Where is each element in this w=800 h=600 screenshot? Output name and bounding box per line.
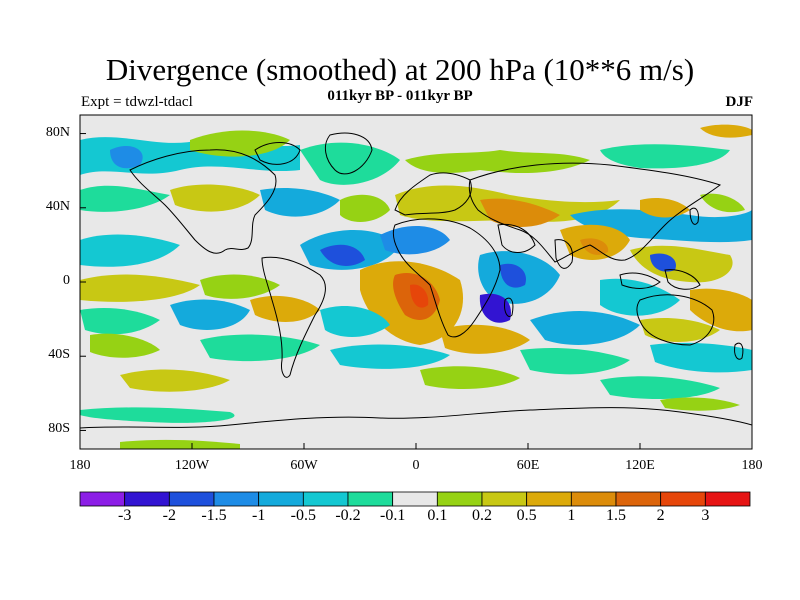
colorbar-box xyxy=(213,491,260,507)
colorbar-box xyxy=(526,491,572,507)
lon-tick-label: 60W xyxy=(290,458,318,473)
lat-tick-label: 80N xyxy=(45,124,70,140)
colorbar-label: 0.1 xyxy=(427,507,448,524)
colorbar-label: 2 xyxy=(656,507,665,524)
colorbar-label: -2 xyxy=(162,507,176,524)
colorbar-box xyxy=(302,491,349,507)
colorbar-label: -3 xyxy=(117,507,132,524)
colorbar-box xyxy=(392,491,438,507)
divergence-field xyxy=(80,124,752,449)
lon-tick-label: 0 xyxy=(412,458,420,473)
lat-tick-label: 40S xyxy=(48,347,70,363)
colorbar-box xyxy=(124,491,170,507)
colorbar-box xyxy=(570,491,617,507)
colorbar-label: -1 xyxy=(251,507,266,524)
colorbar-label: -0.5 xyxy=(290,507,316,524)
colorbar-label: -0.2 xyxy=(335,507,361,524)
map-ticks xyxy=(79,133,753,449)
colorbar-box xyxy=(436,491,483,507)
colorbar-box xyxy=(704,491,751,507)
colorbar-box xyxy=(660,491,706,507)
colorbar-box xyxy=(481,491,528,507)
coastlines xyxy=(80,132,752,429)
lat-tick-label: 40N xyxy=(45,198,70,214)
colorbar-label: 1 xyxy=(567,507,576,524)
colorbar-boxes xyxy=(79,491,751,507)
map-title: Divergence (smoothed) at 200 hPa (10**6 … xyxy=(105,52,695,87)
colorbar-box xyxy=(79,491,126,507)
colorbar-box xyxy=(615,491,662,507)
lat-tick-label: 80S xyxy=(48,421,70,437)
experiment-label: Expt = tdwzl-tdacl xyxy=(81,94,193,110)
season-label: DJF xyxy=(725,94,754,110)
colorbar-label: 0.5 xyxy=(516,507,537,524)
colorbar-label: -0.1 xyxy=(379,507,406,524)
lon-tick-label: 60E xyxy=(516,458,540,473)
map-subtitle: 011kyr BP - 011kyr BP xyxy=(327,88,473,104)
colorbar-box xyxy=(168,491,215,507)
lon-tick-label: 120W xyxy=(174,458,210,473)
colorbar-label: 3 xyxy=(701,507,710,524)
lon-tick-label: 180 xyxy=(69,458,91,473)
colorbar-label: -1.5 xyxy=(201,507,227,524)
colorbar-box xyxy=(347,491,394,507)
lon-tick-label: 180 xyxy=(741,458,763,473)
lon-tick-label: 120E xyxy=(625,458,655,473)
colorbar-label: 1.5 xyxy=(606,507,626,524)
lat-tick-label: 0 xyxy=(63,273,70,288)
colorbar-label: 0.2 xyxy=(472,507,492,524)
colorbar-box xyxy=(258,491,304,507)
